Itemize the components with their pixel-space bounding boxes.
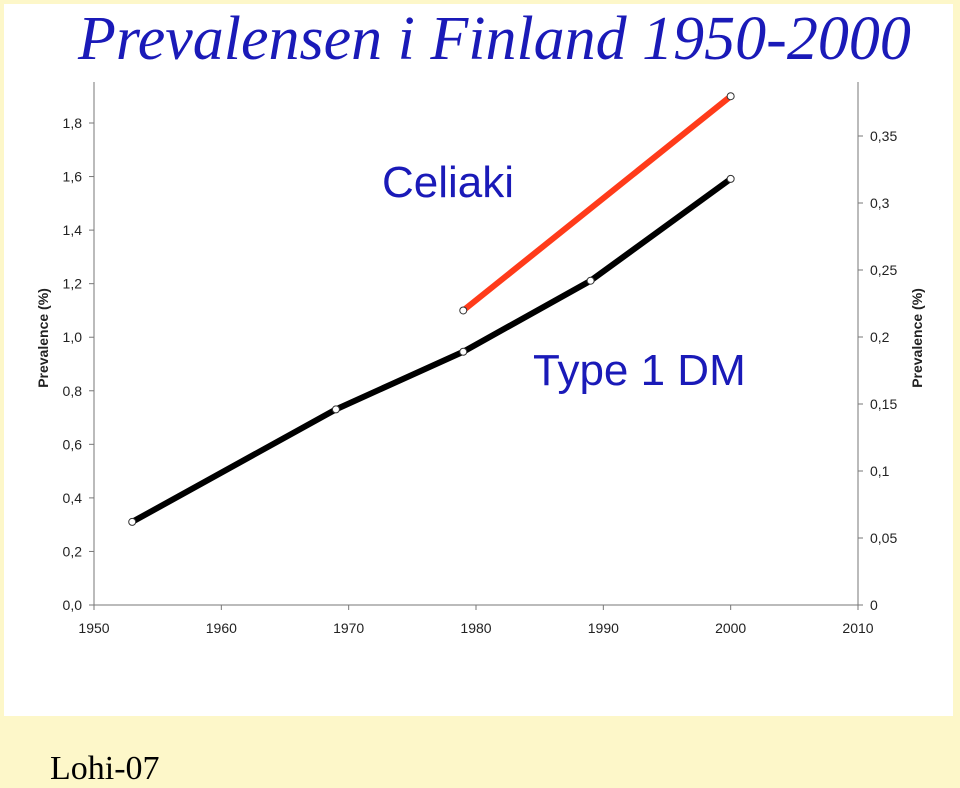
series-layer — [128, 92, 735, 526]
y-right-tick-label: 0,35 — [870, 128, 897, 144]
page-title: Prevalensen i Finland 1950-2000 — [78, 5, 911, 73]
x-tick-label: 1980 — [460, 620, 491, 636]
data-point-type-1-dm — [331, 405, 340, 414]
y-axis-right-title: Prevalence (%) — [909, 288, 925, 388]
data-point-celiaki — [459, 306, 468, 315]
y-left-tick-label: 0,6 — [63, 436, 83, 452]
y-left-tick-label: 1,4 — [63, 222, 83, 238]
y-axis-left-title: Prevalence (%) — [35, 288, 51, 388]
y-right-tick-label: 0,2 — [870, 329, 890, 345]
data-point-type-1-dm — [459, 347, 468, 356]
y-right-tick-label: 0,05 — [870, 530, 897, 546]
y-left-tick-label: 1,2 — [63, 276, 83, 292]
plot-panel — [4, 4, 953, 716]
x-tick-label: 1970 — [333, 620, 364, 636]
data-point-type-1-dm — [586, 276, 595, 285]
x-tick-label: 1990 — [588, 620, 619, 636]
data-point-type-1-dm — [726, 174, 735, 183]
series-label-type-1-dm: Type 1 DM — [533, 346, 746, 395]
y-left-tick-label: 1,0 — [63, 329, 83, 345]
y-right-tick-label: 0,3 — [870, 195, 890, 211]
y-right-tick-label: 0 — [870, 597, 878, 613]
x-tick-label: 2010 — [842, 620, 873, 636]
series-line-celiaki — [460, 93, 734, 314]
y-left-tick-label: 0,0 — [63, 597, 83, 613]
data-point-type-1-dm — [128, 517, 137, 526]
x-tick-label: 1950 — [78, 620, 109, 636]
y-left-tick-label: 1,8 — [63, 115, 83, 131]
y-left-tick-label: 0,4 — [63, 490, 83, 506]
y-left-tick-label: 0,8 — [63, 383, 83, 399]
y-right-tick-label: 0,25 — [870, 262, 897, 278]
footer-label: Lohi-07 — [50, 750, 160, 787]
x-tick-label: 1960 — [206, 620, 237, 636]
y-left-tick-label: 0,2 — [63, 543, 83, 559]
y-right-tick-label: 0,1 — [870, 463, 890, 479]
series-label-celiaki: Celiaki — [382, 158, 514, 207]
axes: 1950 1960 1970 1980 1990 2000 2010 0,0 0,2 0,4 0,6… — [35, 82, 925, 636]
y-right-tick-label: 0,15 — [870, 396, 897, 412]
data-point-celiaki — [726, 92, 735, 101]
x-tick-label: 2000 — [715, 620, 746, 636]
y-left-tick-label: 1,6 — [63, 169, 83, 185]
